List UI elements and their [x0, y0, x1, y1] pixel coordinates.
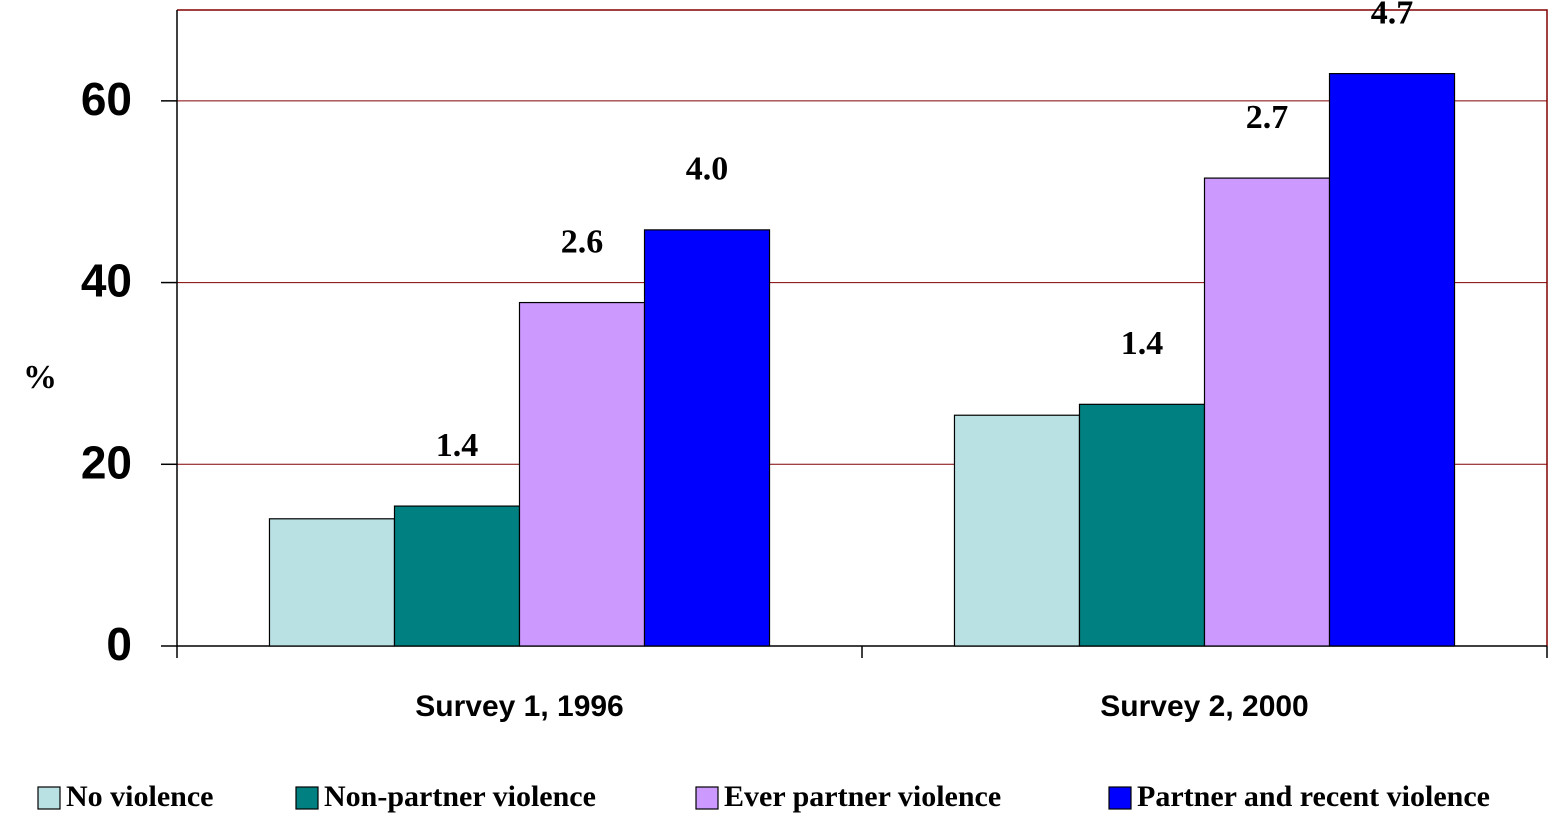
- legend-swatch: [695, 786, 719, 810]
- bar-annotation: 4.7: [1371, 0, 1414, 31]
- legend-label: Non-partner violence: [324, 780, 596, 813]
- bar: [1203, 177, 1331, 647]
- bar-annotation: 1.4: [436, 427, 479, 464]
- y-axis-label: %: [23, 359, 57, 396]
- bar: [1078, 403, 1206, 647]
- bar: [268, 518, 396, 647]
- plot-frame: [177, 9, 1548, 646]
- bar-annotation: 4.0: [686, 151, 729, 188]
- bar: [643, 229, 771, 647]
- bar: [1328, 72, 1456, 647]
- x-tick-label: Survey 2, 2000: [1100, 690, 1309, 723]
- legend-swatch: [295, 786, 319, 810]
- legend-label: No violence: [66, 780, 213, 813]
- legend-swatch: [1108, 786, 1132, 810]
- bar: [393, 505, 521, 647]
- legend-label: Ever partner violence: [724, 780, 1001, 813]
- legend-label: Partner and recent violence: [1137, 780, 1490, 813]
- bar-annotation: 2.6: [561, 223, 604, 260]
- y-tick-label: 40: [81, 255, 132, 307]
- y-tick-label: 0: [106, 618, 132, 670]
- bar: [953, 414, 1081, 647]
- y-tick-label: 60: [81, 73, 132, 125]
- x-tick-label: Survey 1, 1996: [415, 690, 624, 723]
- bar: [518, 301, 646, 647]
- y-tick-label: 20: [81, 436, 132, 488]
- bar-annotation: 1.4: [1121, 325, 1164, 362]
- bar-annotation: 2.7: [1246, 99, 1289, 136]
- legend-swatch: [37, 786, 61, 810]
